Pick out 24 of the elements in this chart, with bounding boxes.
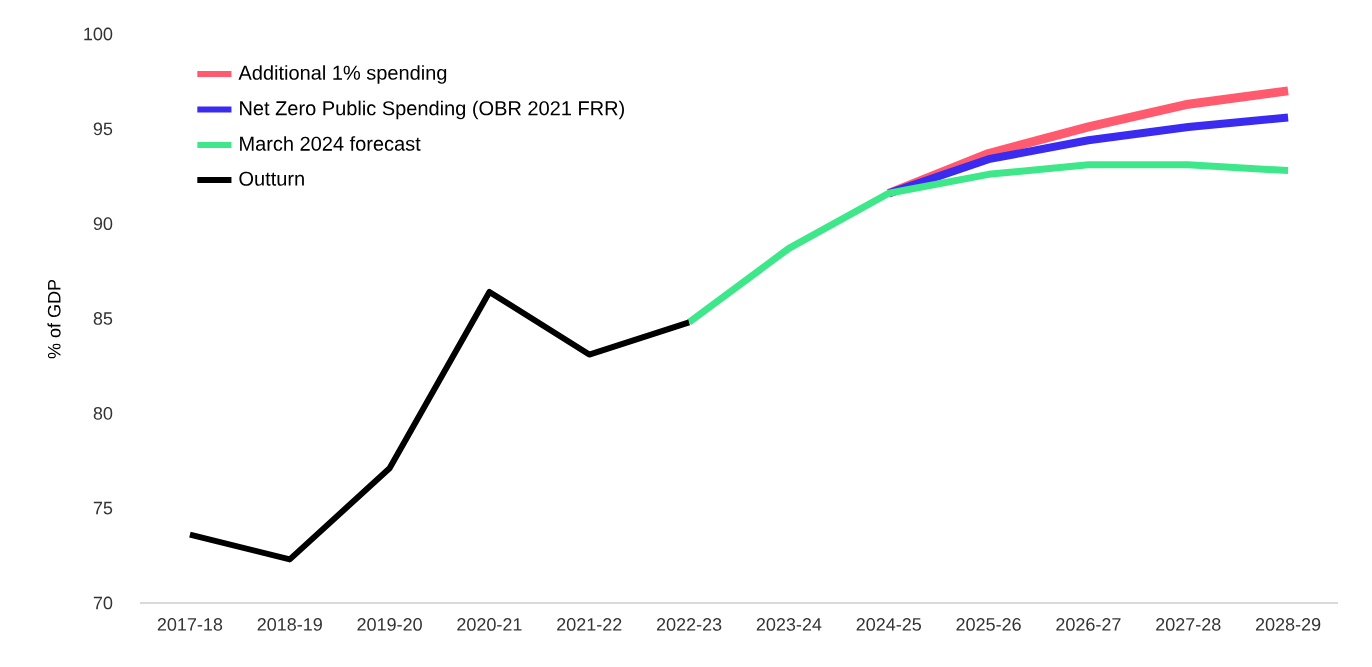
y-axis-title: % of GDP <box>47 279 61 359</box>
legend-label: Net Zero Public Spending (OBR 2021 FRR) <box>240 100 624 120</box>
x-tick-label: 2019-20 <box>357 618 422 631</box>
legend-label: Outturn <box>239 171 304 186</box>
legend-label: Additional 1% spending <box>238 65 447 84</box>
y-tick-label: 100 <box>84 27 113 41</box>
x-tick-label: 2022-23 <box>656 618 722 631</box>
y-tick-label: 90 <box>93 217 113 231</box>
y-tick-label: 75 <box>93 501 113 515</box>
y-tick-label: 70 <box>93 596 113 610</box>
x-tick-label: 2020-21 <box>457 618 522 631</box>
x-tick-label: 2026-27 <box>1056 618 1121 631</box>
x-tick-label: 2021-22 <box>557 618 622 631</box>
x-tick-label: 2018-19 <box>257 618 322 631</box>
x-tick-label: 2024-25 <box>856 618 922 631</box>
y-tick-label: 85 <box>93 312 113 325</box>
legend-label: March 2024 forecast <box>240 136 421 151</box>
x-tick-label: 2028-29 <box>1255 618 1321 631</box>
y-tick-label: 80 <box>93 406 113 420</box>
x-tick-label: 2025-26 <box>956 618 1021 631</box>
x-tick-label: 2023-24 <box>756 618 822 631</box>
x-tick-label: 2017-18 <box>157 618 223 631</box>
x-tick-label: 2027-28 <box>1156 618 1221 631</box>
y-tick-label: 95 <box>93 122 113 136</box>
